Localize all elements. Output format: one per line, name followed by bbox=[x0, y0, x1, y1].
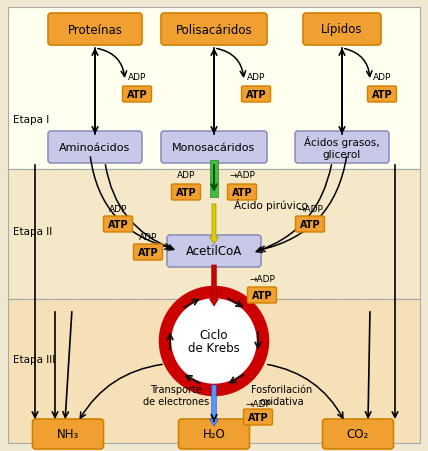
FancyBboxPatch shape bbox=[161, 132, 267, 164]
FancyBboxPatch shape bbox=[244, 409, 273, 425]
Text: Etapa I: Etapa I bbox=[13, 115, 49, 125]
Text: Monosacáridos: Monosacáridos bbox=[172, 143, 256, 152]
Text: NH₃: NH₃ bbox=[57, 428, 79, 441]
Circle shape bbox=[173, 300, 255, 382]
FancyBboxPatch shape bbox=[178, 419, 250, 449]
Text: ATP: ATP bbox=[175, 188, 196, 198]
FancyBboxPatch shape bbox=[161, 14, 267, 46]
FancyBboxPatch shape bbox=[323, 419, 393, 449]
FancyBboxPatch shape bbox=[247, 287, 276, 304]
Text: ATP: ATP bbox=[138, 248, 158, 258]
Text: ATP: ATP bbox=[232, 188, 253, 198]
Text: ATP: ATP bbox=[252, 290, 272, 300]
Text: Etapa III: Etapa III bbox=[13, 354, 55, 364]
FancyBboxPatch shape bbox=[368, 87, 396, 103]
Text: ATP: ATP bbox=[108, 220, 128, 230]
Text: →ADP: →ADP bbox=[297, 205, 323, 214]
Text: CO₂: CO₂ bbox=[347, 428, 369, 441]
Text: →ADP: →ADP bbox=[249, 275, 275, 284]
Bar bbox=[8, 299, 420, 443]
FancyBboxPatch shape bbox=[172, 184, 200, 201]
Text: H₂O: H₂O bbox=[202, 428, 226, 441]
Text: ATP: ATP bbox=[372, 90, 392, 100]
Text: ATP: ATP bbox=[248, 412, 268, 422]
FancyBboxPatch shape bbox=[241, 87, 270, 103]
Text: Aminoácidos: Aminoácidos bbox=[59, 143, 131, 152]
Text: ADP: ADP bbox=[373, 72, 391, 81]
FancyArrow shape bbox=[209, 265, 219, 306]
Text: Ácido pirúvico: Ácido pirúvico bbox=[234, 198, 308, 211]
Text: Ciclo: Ciclo bbox=[200, 329, 228, 342]
Text: Polisacáridos: Polisacáridos bbox=[175, 23, 253, 37]
Text: Proteínas: Proteínas bbox=[68, 23, 122, 37]
Text: Etapa II: Etapa II bbox=[13, 226, 52, 236]
Bar bbox=[8, 170, 420, 299]
Text: ADP: ADP bbox=[177, 170, 195, 179]
FancyBboxPatch shape bbox=[295, 216, 324, 232]
FancyBboxPatch shape bbox=[48, 14, 142, 46]
Text: Transporte
de electrones: Transporte de electrones bbox=[143, 384, 209, 406]
FancyBboxPatch shape bbox=[33, 419, 104, 449]
Text: Fosforilación
oxidativa: Fosforilación oxidativa bbox=[251, 384, 312, 406]
Text: ATP: ATP bbox=[246, 90, 266, 100]
Text: ATP: ATP bbox=[300, 220, 320, 230]
FancyBboxPatch shape bbox=[48, 132, 142, 164]
Text: ATP: ATP bbox=[127, 90, 147, 100]
FancyBboxPatch shape bbox=[122, 87, 152, 103]
FancyBboxPatch shape bbox=[303, 14, 381, 46]
Text: AcetilCoA: AcetilCoA bbox=[186, 245, 242, 258]
Text: de Krebs: de Krebs bbox=[188, 342, 240, 355]
Text: Ácidos grasos,
glicerol: Ácidos grasos, glicerol bbox=[304, 136, 380, 160]
Text: ADP: ADP bbox=[109, 205, 127, 214]
Bar bbox=[210, 161, 218, 198]
Text: ADP: ADP bbox=[128, 72, 146, 81]
FancyBboxPatch shape bbox=[134, 244, 163, 260]
FancyArrow shape bbox=[209, 385, 219, 426]
Text: Lípidos: Lípidos bbox=[321, 23, 363, 37]
FancyBboxPatch shape bbox=[167, 235, 261, 267]
Text: →ADP: →ADP bbox=[245, 400, 271, 409]
Circle shape bbox=[165, 292, 263, 390]
Text: →ADP: →ADP bbox=[229, 170, 255, 179]
Text: ADP: ADP bbox=[139, 233, 157, 242]
FancyBboxPatch shape bbox=[295, 132, 389, 164]
FancyBboxPatch shape bbox=[104, 216, 133, 232]
Bar bbox=[8, 8, 420, 170]
Text: ADP: ADP bbox=[247, 72, 265, 81]
FancyArrow shape bbox=[209, 205, 219, 244]
FancyBboxPatch shape bbox=[228, 184, 256, 201]
